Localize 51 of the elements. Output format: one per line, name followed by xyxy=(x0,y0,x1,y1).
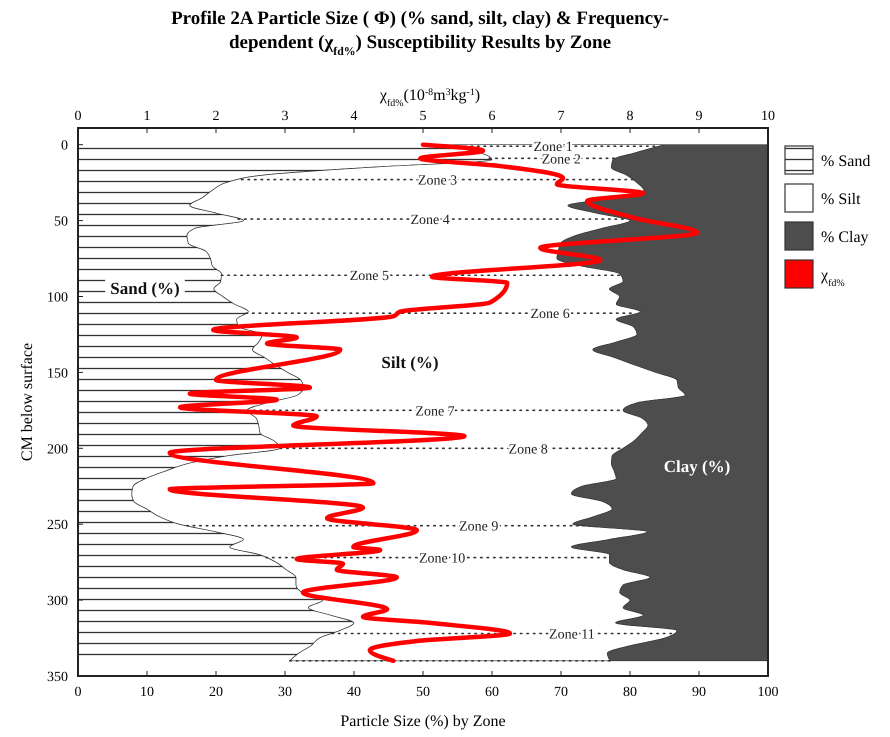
ref-line-label: Zone 5 xyxy=(350,269,390,284)
ref-line-label: Zone 7 xyxy=(415,404,455,420)
x2-tick-label: 7 xyxy=(558,109,564,124)
x-tick-label: 90 xyxy=(692,685,706,700)
x-tick-label: 40 xyxy=(347,685,361,700)
ref-line-label: Zone 11 xyxy=(549,627,595,642)
x-axis-title: Particle Size (%) by Zone xyxy=(340,713,506,730)
x2-tick-label: 4 xyxy=(350,109,358,124)
x-tick-label: 60 xyxy=(485,685,499,700)
y-tick-label: 0 xyxy=(61,138,68,154)
x2-tick-label: 6 xyxy=(488,109,496,124)
annotation: Clay (%) xyxy=(664,457,730,476)
ref-line-label: Zone 8 xyxy=(508,442,548,458)
x2-tick-label: 10 xyxy=(761,109,775,124)
x-tick-label: 10 xyxy=(140,685,154,700)
x2-tick-label: 9 xyxy=(696,109,702,124)
ref-line-label: Zone 9 xyxy=(459,520,498,535)
ref-line-label: Zone 3 xyxy=(418,174,458,189)
x-tick-label: 50 xyxy=(416,685,430,700)
chart-title: Profile 2A Particle Size ( Φ) (% sand, silt, clay) & Frequency-dependent (χ$_{fd%}$) Susceptibility Results by Zone xyxy=(171,8,669,58)
ref-line-label: Zone 2 xyxy=(542,152,581,168)
x-tick-label: 0 xyxy=(74,685,82,700)
y-tick-label: 50 xyxy=(54,214,68,230)
x-tick-label: 100 xyxy=(758,685,778,700)
y-tick-label: 350 xyxy=(47,670,68,685)
annotation: Sand (%) xyxy=(110,279,180,298)
legend-label: % Sand xyxy=(821,153,870,170)
x-tick-label: 30 xyxy=(278,685,292,700)
x-tick-label: 20 xyxy=(209,685,223,700)
x2-tick-label: 1 xyxy=(144,109,150,124)
ref-line-label: Zone 4 xyxy=(410,213,450,228)
ref-line-label: Zone 6 xyxy=(530,307,570,322)
x2-tick-label: 8 xyxy=(626,109,634,124)
x-tick-label: 70 xyxy=(554,685,568,700)
annotation: Silt (%) xyxy=(381,353,439,372)
y-tick-label: 200 xyxy=(47,442,68,458)
x2-tick-label: 5 xyxy=(420,109,426,124)
x2-tick-label: 3 xyxy=(282,109,288,124)
x2-tick-label: 0 xyxy=(74,109,82,124)
legend-label: χ$_{fd%}$ xyxy=(820,267,845,288)
y-tick-label: 150 xyxy=(47,366,68,382)
y-axis-title: CM below surface xyxy=(19,342,36,462)
ref-line-label: Zone 10 xyxy=(418,552,466,567)
x-tick-label: 80 xyxy=(623,685,637,700)
legend-label: % Silt xyxy=(821,191,862,208)
y-tick-label: 100 xyxy=(47,290,68,306)
y-tick-label: 300 xyxy=(47,594,68,610)
x2-tick-label: 2 xyxy=(212,109,220,124)
y-tick-label: 250 xyxy=(47,518,68,534)
legend-label: % Clay xyxy=(821,229,869,246)
text: χ$_{fd%}$(10$^{-8}$m$^{3}$kg$^{-1}$) xyxy=(380,86,480,108)
